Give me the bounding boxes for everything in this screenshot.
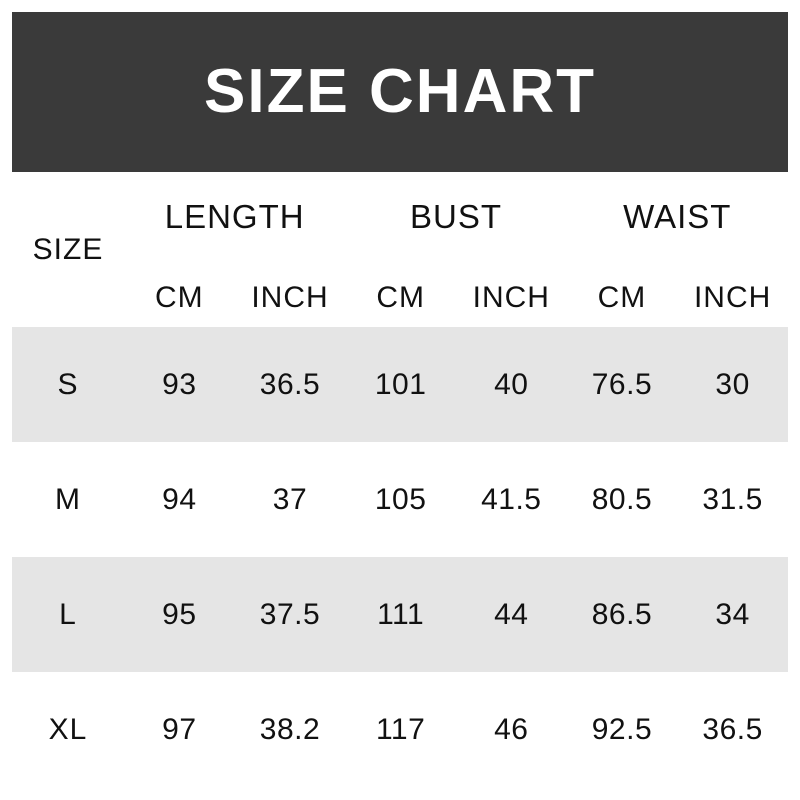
group-header-length: LENGTH [164,198,305,235]
cell-length-inch: 38.2 [259,712,321,746]
unit-header-length-cm: CM [155,281,204,314]
unit-header-waist-inch: INCH [693,281,772,314]
cell-bust-inch: 41.5 [481,482,542,516]
cell-bust-cm: 101 [374,367,427,401]
cell-waist-cm: 80.5 [591,482,653,516]
cell-size: L [59,597,77,631]
unit-header-length-inch: INCH [251,281,329,314]
size-chart-table: SIZE CHART SIZE LENGTH BUST WAIST CM INC… [12,12,788,788]
cell-size: XL [48,712,88,746]
group-header-row: LENGTH BUST WAIST [124,194,788,240]
cell-size: S [57,367,79,401]
cell-bust-inch: 46 [494,712,529,746]
page-title: SIZE CHART [204,57,596,126]
unit-header-bust-cm: CM [376,281,425,314]
cell-waist-cm: 92.5 [591,712,653,746]
cell-length-cm: 94 [162,482,197,516]
unit-header-row: CM INCH CM INCH CM INCH [124,276,788,320]
cell-bust-cm: 105 [374,482,427,516]
column-header-size: SIZE [32,232,104,266]
cell-waist-cm: 76.5 [591,367,653,401]
cell-length-inch: 37 [272,482,308,516]
table-body: S 93 36.5 101 40 76.5 30 M 94 37 105 41.… [12,327,788,787]
cell-bust-cm: 117 [375,712,426,746]
cell-waist-cm: 86.5 [591,597,653,631]
cell-length-cm: 97 [162,712,197,746]
cell-waist-inch: 36.5 [702,712,763,746]
cell-bust-inch: 44 [494,597,529,631]
cell-size: M [55,482,81,516]
unit-header-bust-inch: INCH [472,281,550,314]
unit-header-waist-cm: CM [597,281,647,314]
cell-length-inch: 36.5 [259,367,321,401]
cell-bust-cm: 111 [377,597,425,631]
table-header: SIZE LENGTH BUST WAIST CM INCH CM INCH C… [12,172,788,327]
cell-waist-inch: 30 [715,367,750,401]
table-row: L 95 37.5 111 44 86.5 34 [12,557,788,672]
group-header-waist: WAIST [623,198,732,235]
table-row: M 94 37 105 41.5 80.5 31.5 [12,442,788,557]
cell-length-cm: 95 [162,597,197,631]
table-row: S 93 36.5 101 40 76.5 30 [12,327,788,442]
cell-bust-inch: 40 [494,367,529,401]
group-header-bust: BUST [409,198,502,235]
cell-waist-inch: 34 [715,597,750,631]
cell-length-inch: 37.5 [259,597,321,631]
cell-length-cm: 93 [162,367,197,401]
chart-title-banner: SIZE CHART [12,12,788,172]
cell-waist-inch: 31.5 [702,482,763,516]
table-row: XL 97 38.2 117 46 92.5 36.5 [12,672,788,787]
